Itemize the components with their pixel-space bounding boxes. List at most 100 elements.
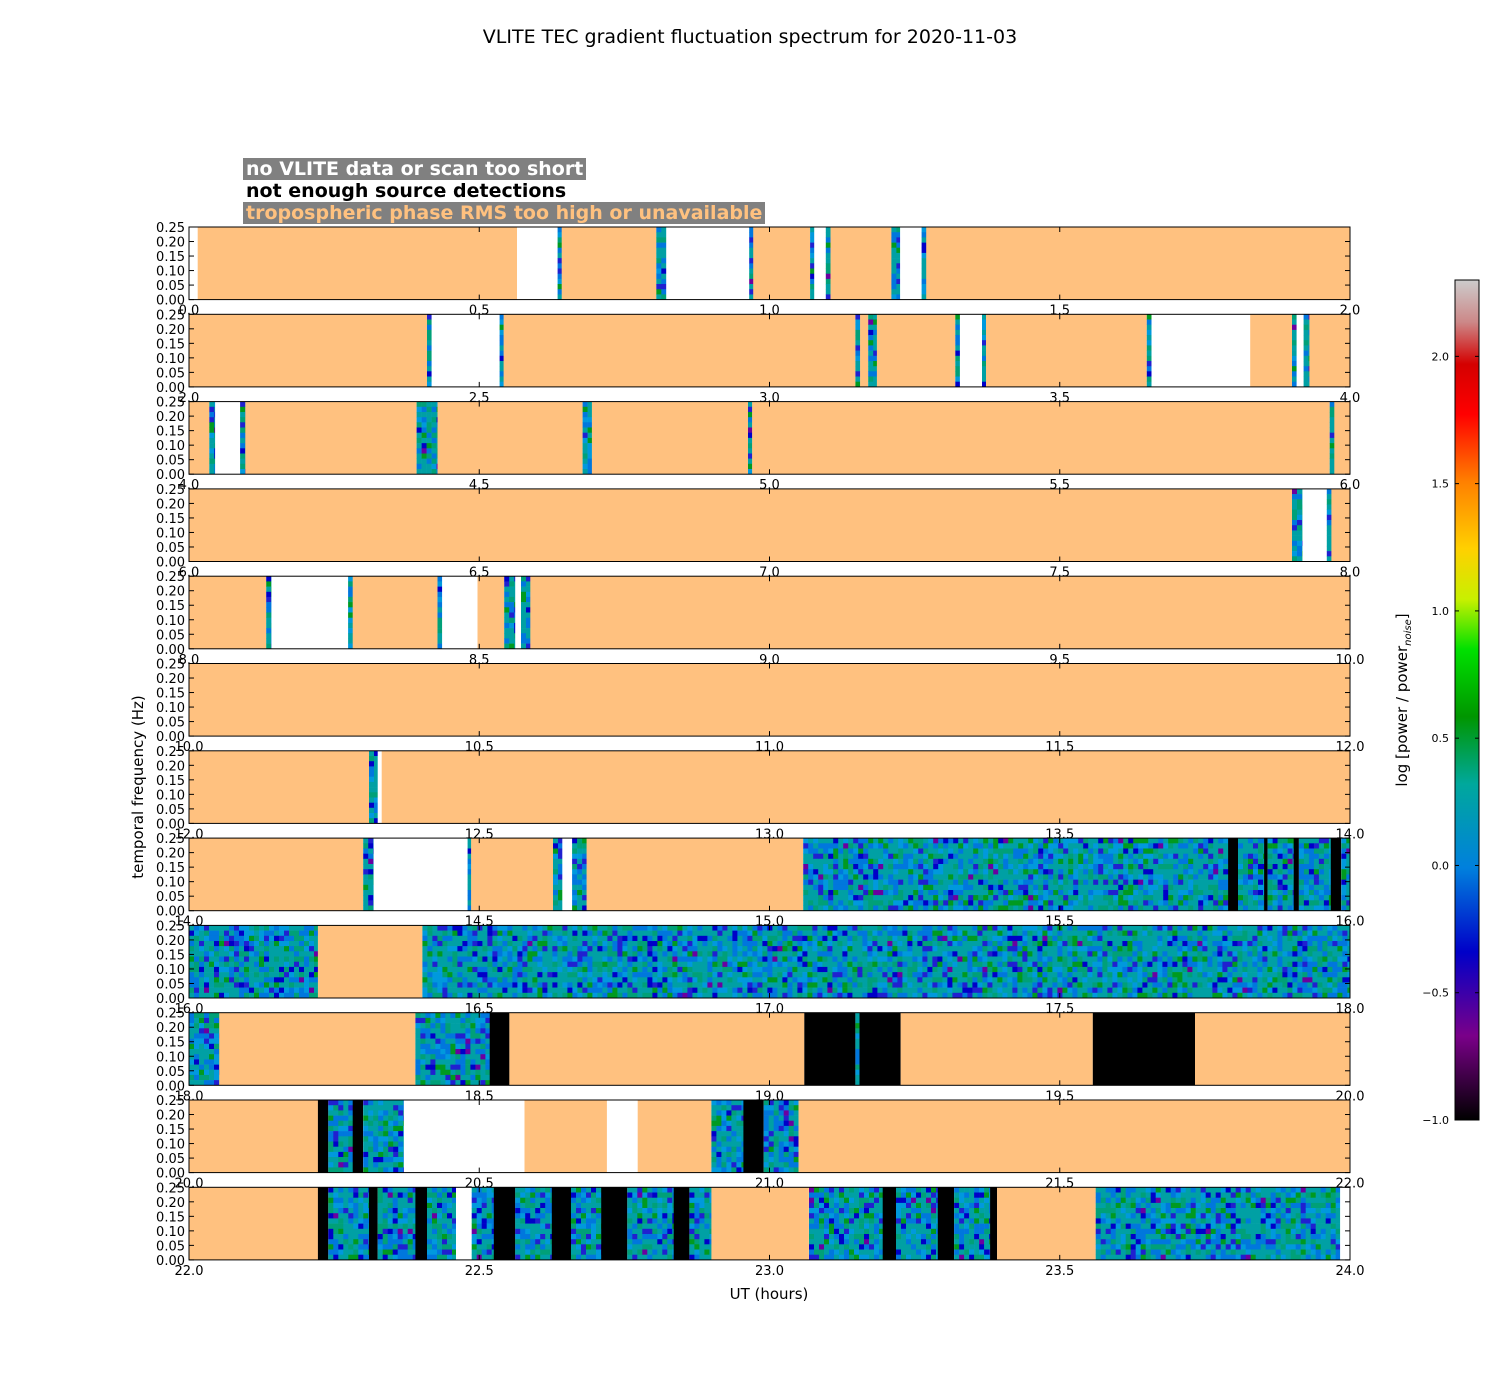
detect-segment: [551, 1187, 571, 1260]
trop-segment: [711, 1187, 809, 1260]
y-tick-label: 0.05: [156, 541, 185, 556]
y-tick-label: 0.10: [156, 788, 185, 803]
detect-segment: [1330, 838, 1342, 911]
nodata-segment: [515, 576, 521, 649]
trop-segment: [189, 1100, 318, 1173]
colorbar-tick-label: 1.0: [1432, 605, 1450, 618]
trop-segment: [509, 1012, 805, 1086]
detect-segment: [990, 1187, 998, 1260]
legend-item-detections: not enough source detections: [243, 180, 570, 202]
data-segment: [515, 1187, 553, 1260]
colorbar-tick-label: 0.0: [1432, 859, 1450, 872]
colorbar: [1454, 279, 1480, 1121]
trop-segment: [189, 663, 1350, 737]
y-tick-label: 0.05: [156, 977, 185, 992]
data-segment: [868, 314, 878, 387]
nodata-segment: [1151, 314, 1251, 387]
x-axis-label: UT (hours): [730, 1285, 809, 1303]
panel-3: 0.000.050.100.150.200.256.0 6.5 7.0 7.5 8.0: [156, 483, 1360, 581]
y-tick-label: 0.20: [156, 759, 185, 774]
data-segment: [377, 1187, 416, 1260]
detect-segment: [1228, 838, 1238, 911]
nodata-segment: [373, 838, 468, 911]
y-tick-label: 0.10: [156, 963, 185, 978]
detect-segment: [882, 1187, 897, 1260]
trop-segment: [197, 227, 517, 300]
trop-segment: [586, 838, 804, 911]
trop-segment: [1334, 401, 1350, 475]
trop-segment: [997, 1187, 1096, 1260]
data-segment: [582, 401, 593, 475]
y-tick-label: 0.00: [156, 294, 185, 309]
data-segment: [1298, 838, 1332, 911]
trop-segment: [561, 227, 657, 300]
y-axis-label: temporal frequency (Hz): [129, 695, 147, 879]
y-tick-label: 0.00: [156, 468, 185, 483]
data-segment: [1238, 838, 1265, 911]
y-tick-label: 0.20: [156, 847, 185, 862]
data-segment: [240, 401, 246, 475]
y-tick-label: 0.20: [156, 1109, 185, 1124]
nodata-segment: [431, 314, 500, 387]
trop-segment: [503, 314, 856, 387]
y-tick-label: 0.20: [156, 1021, 185, 1036]
nodata-segment: [215, 401, 241, 475]
trop-segment: [900, 1012, 1093, 1086]
data-segment: [189, 925, 319, 999]
trop-segment: [189, 1187, 318, 1260]
x-tick-label: 23.5: [1045, 1264, 1074, 1279]
nodata-segment: [1302, 488, 1327, 562]
data-segment: [348, 576, 353, 649]
y-tick-label: 0.10: [156, 526, 185, 541]
panel-0: 0.000.050.100.150.200.250.0 0.5 1.0 1.5 2.0: [156, 221, 1360, 319]
y-tick-label: 0.00: [156, 556, 185, 571]
x-tick-label: 22.0: [175, 1264, 204, 1279]
data-segment: [1292, 488, 1303, 562]
colorbar-label-sub: noise: [1403, 619, 1414, 646]
data-segment: [748, 401, 753, 475]
y-tick-label: 0.25: [156, 1181, 185, 1196]
data-segment: [711, 1100, 744, 1173]
trop-segment: [352, 576, 438, 649]
data-segment: [810, 227, 815, 300]
trop-segment: [1309, 314, 1350, 387]
y-tick-label: 0.20: [156, 410, 185, 425]
trop-segment: [926, 227, 1350, 300]
panel-1: 0.000.050.100.150.200.252.0 2.5 3.0 3.5 4.0: [156, 308, 1360, 406]
colorbar-ticks: −1.0 −0.5 0.0 0.5 1.0 1.5 2.0: [1422, 350, 1479, 1127]
trop-segment: [437, 401, 583, 475]
colorbar-tick-label: 2.0: [1432, 350, 1450, 363]
data-segment: [656, 227, 667, 300]
trop-segment: [1331, 488, 1350, 562]
nodata-segment: [271, 576, 348, 649]
y-tick-label: 0.25: [156, 483, 185, 498]
detect-segment: [415, 1187, 427, 1260]
y-tick-label: 0.15: [156, 861, 185, 876]
data-segment: [363, 838, 374, 911]
y-tick-label: 0.00: [156, 817, 185, 832]
y-tick-label: 0.05: [156, 716, 185, 731]
data-segment: [1095, 1187, 1341, 1260]
y-tick-label: 0.10: [156, 1138, 185, 1153]
nodata-segment: [562, 838, 573, 911]
detect-segment: [673, 1187, 690, 1260]
y-tick-label: 0.05: [156, 628, 185, 643]
data-segment: [437, 576, 443, 649]
nodata-segment: [959, 314, 982, 387]
nodata-segment: [403, 1100, 525, 1173]
y-tick-label: 0.05: [156, 366, 185, 381]
y-tick-label: 0.10: [156, 614, 185, 629]
data-segment: [427, 1187, 457, 1260]
trop-segment: [986, 314, 1147, 387]
y-tick-label: 0.05: [156, 279, 185, 294]
nodata-segment: [1340, 1187, 1350, 1260]
colorbar-tick-label: 0.5: [1432, 732, 1450, 745]
trop-segment: [189, 401, 210, 475]
y-tick-label: 0.25: [156, 658, 185, 673]
colorbar-label: log [power / powernoise]: [1393, 613, 1414, 786]
data-segment: [416, 401, 438, 475]
data-segment: [809, 1187, 883, 1260]
y-tick-label: 0.05: [156, 454, 185, 469]
